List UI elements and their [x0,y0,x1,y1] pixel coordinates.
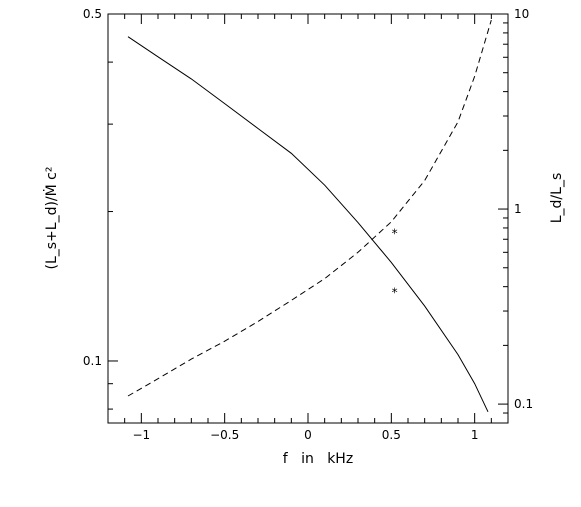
y-left-tick-label: 0.1 [83,354,102,368]
y-right-tick-label: 10 [514,7,529,21]
x-tick-label: 0.5 [382,428,401,442]
x-tick-label: 0 [304,428,312,442]
solid-series-line [127,36,489,413]
y-left-axis-label: (L_s+L_d)/Ṁ c² [42,167,60,270]
tick-labels-group: −1 −0.5 0 0.5 1 0.1 0.5 0.1 1 10 [83,7,533,442]
asterisk-marker: * [392,227,398,241]
x-axis-label: f in kHz [283,451,353,467]
x-tick-label: −1 [132,428,150,442]
y-left-tick-label: 0.5 [83,7,102,21]
dashed-series-line [127,19,492,397]
asterisk-marker: * [392,285,398,299]
y-right-axis-label: L_d/L_s [549,173,565,224]
ticks-group [108,13,508,423]
x-tick-label: −0.5 [210,428,239,442]
y-right-tick-label: 0.1 [514,397,533,411]
plot-frame [107,13,509,424]
curves-group [127,19,492,413]
y-right-tick-label: 1 [514,202,522,216]
x-tick-label: 1 [471,428,479,442]
markers-group: ** [392,227,398,300]
